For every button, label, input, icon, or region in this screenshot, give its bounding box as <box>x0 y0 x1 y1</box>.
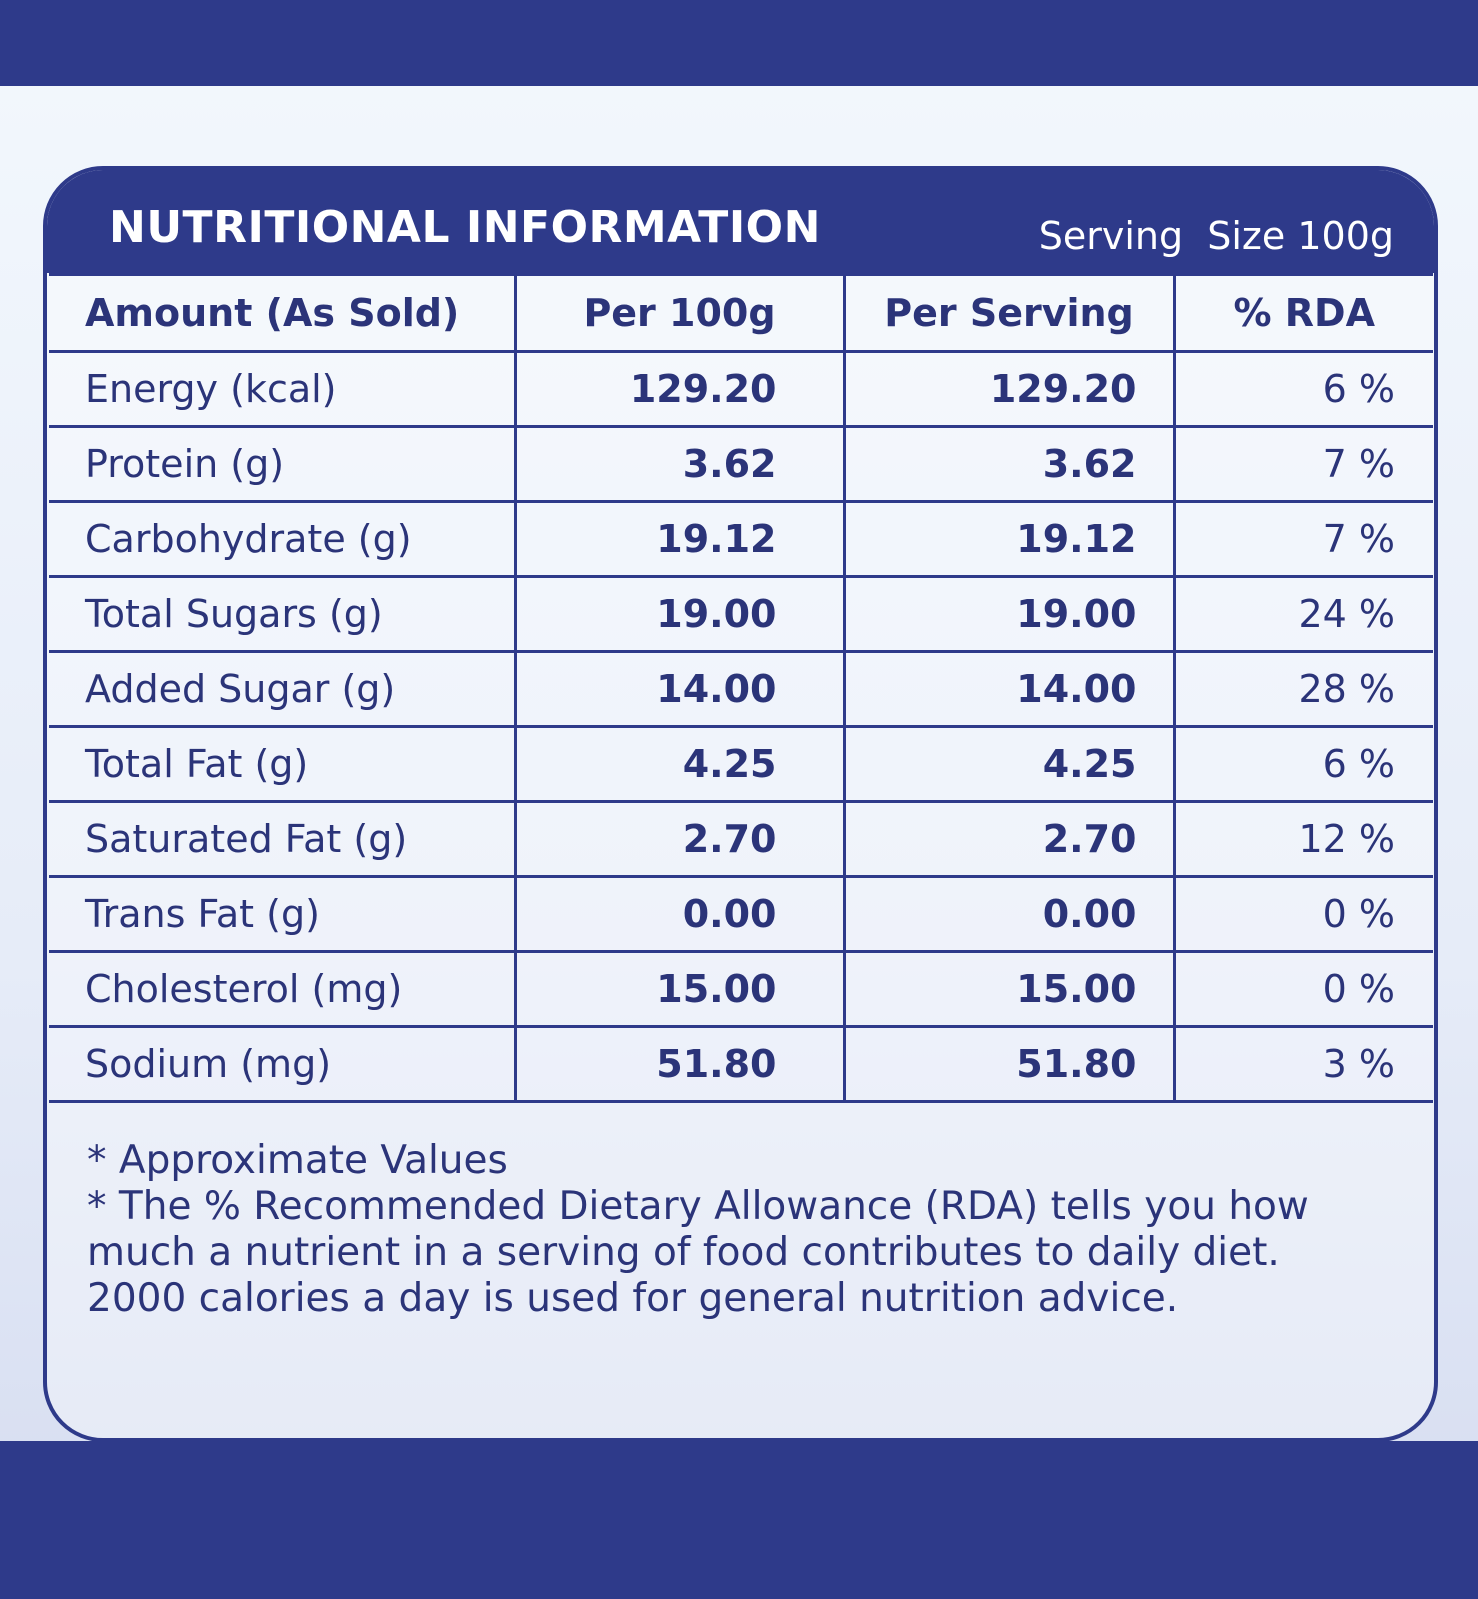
nutrient-value: 19.00 <box>513 575 846 653</box>
table-row: Total Sugars (g) 19.00 19.00 24 % <box>49 575 1433 653</box>
nutrient-value: 28 % <box>1172 650 1433 728</box>
nutrient-value: 0 % <box>1172 875 1433 953</box>
nutrition-table: Amount (As Sold) Per 100g Per Serving% RDA… <box>49 273 1433 1103</box>
nutrient-value: 19.12 <box>842 500 1176 578</box>
nutrient-name: Sodium (mg) <box>49 1025 517 1103</box>
nutrient-name: Carbohydrate (g) <box>49 500 517 578</box>
nutrient-value: 0 % <box>1172 950 1433 1028</box>
top-band <box>0 0 1478 86</box>
table-row: Protein (g) 3.62 3.62 7 % <box>49 425 1433 503</box>
nutrient-name: Protein (g) <box>49 425 517 503</box>
title: NUTRITIONAL INFORMATION <box>109 202 821 253</box>
nutrient-value: 2.70 <box>842 800 1176 878</box>
nutrition-card: NUTRITIONAL INFORMATION Serving Size 100… <box>43 166 1438 1442</box>
nutrient-value: 15.00 <box>513 950 846 1028</box>
serving-size: Serving Size 100g <box>1038 214 1394 258</box>
nutrient-value: 24 % <box>1172 575 1433 653</box>
nutrient-value: 51.80 <box>842 1025 1176 1103</box>
nutrient-name: Total Fat (g) <box>49 725 517 803</box>
nutrient-value: 4.25 <box>842 725 1176 803</box>
nutrient-value: 3.62 <box>513 425 846 503</box>
nutrient-name: Trans Fat (g) <box>49 875 517 953</box>
nutrient-value: 4.25 <box>513 725 846 803</box>
bottom-band <box>0 1441 1478 1599</box>
table-row: Total Fat (g) 4.25 4.25 6 % <box>49 725 1433 803</box>
column-header: Per Serving <box>842 273 1176 353</box>
table-row: Saturated Fat (g) 2.70 2.70 12 % <box>49 800 1433 878</box>
footnote: * The % Recommended Dietary Allowance (R… <box>87 1184 1309 1321</box>
nutrient-name: Saturated Fat (g) <box>49 800 517 878</box>
nutrient-value: 0.00 <box>513 875 846 953</box>
header-row: Amount (As Sold) Per 100g Per Serving% RDA <box>49 273 1433 353</box>
nutrient-value: 15.00 <box>842 950 1176 1028</box>
table-row: Added Sugar (g) 14.00 14.00 28 % <box>49 650 1433 728</box>
nutrient-value: 14.00 <box>513 650 846 728</box>
footnotes: * Approximate Values * The % Recommended … <box>87 1138 1387 1322</box>
nutrient-value: 129.20 <box>842 350 1176 428</box>
table-row: Carbohydrate (g) 19.12 19.12 7 % <box>49 500 1433 578</box>
nutrient-value: 7 % <box>1172 500 1433 578</box>
nutrient-value: 19.00 <box>842 575 1176 653</box>
nutrient-value: 3 % <box>1172 1025 1433 1103</box>
nutrient-value: 129.20 <box>513 350 846 428</box>
table-row: Sodium (mg) 51.80 51.80 3 % <box>49 1025 1433 1103</box>
column-header: Amount (As Sold) <box>49 273 517 353</box>
nutrient-name: Total Sugars (g) <box>49 575 517 653</box>
nutrient-name: Added Sugar (g) <box>49 650 517 728</box>
nutrient-value: 51.80 <box>513 1025 846 1103</box>
nutrient-value: 12 % <box>1172 800 1433 878</box>
column-header: % RDA <box>1172 273 1433 353</box>
table-row: Cholesterol (mg) 15.00 15.00 0 % <box>49 950 1433 1028</box>
table-row: Trans Fat (g) 0.00 0.00 0 % <box>49 875 1433 953</box>
nutrient-value: 14.00 <box>842 650 1176 728</box>
nutrient-name: Energy (kcal) <box>49 350 517 428</box>
nutrient-name: Cholesterol (mg) <box>49 950 517 1028</box>
table-row: Energy (kcal) 129.20 129.20 6 % <box>49 350 1433 428</box>
nutrient-value: 0.00 <box>842 875 1176 953</box>
nutrient-value: 6 % <box>1172 350 1433 428</box>
nutrient-value: 19.12 <box>513 500 846 578</box>
nutrient-value: 3.62 <box>842 425 1176 503</box>
nutrient-value: 7 % <box>1172 425 1433 503</box>
nutrient-value: 6 % <box>1172 725 1433 803</box>
column-header: Per 100g <box>513 273 846 353</box>
nutrient-value: 2.70 <box>513 800 846 878</box>
card-header: NUTRITIONAL INFORMATION Serving Size 100… <box>47 170 1434 273</box>
footnote: * Approximate Values <box>87 1138 508 1183</box>
